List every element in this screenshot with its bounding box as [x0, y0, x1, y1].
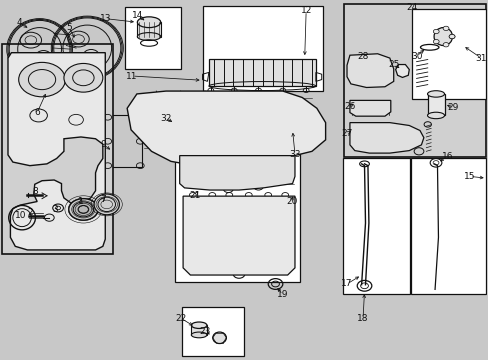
Text: 5: 5	[66, 23, 72, 32]
Text: 13: 13	[100, 14, 111, 23]
Circle shape	[432, 40, 438, 44]
Text: 12: 12	[300, 6, 311, 15]
Text: 27: 27	[341, 129, 352, 138]
Ellipse shape	[137, 17, 161, 28]
Text: 26: 26	[344, 102, 355, 111]
Bar	[343, 4, 485, 157]
Text: 24: 24	[405, 3, 416, 12]
Circle shape	[448, 35, 454, 39]
Polygon shape	[349, 123, 423, 153]
Text: 16: 16	[441, 152, 452, 161]
Ellipse shape	[427, 91, 444, 97]
Bar	[182, 307, 244, 356]
Bar	[427, 94, 444, 116]
Text: 33: 33	[288, 150, 300, 159]
Polygon shape	[8, 53, 105, 250]
Bar	[208, 59, 315, 86]
Polygon shape	[127, 91, 325, 166]
Circle shape	[19, 62, 65, 97]
Text: 30: 30	[410, 52, 422, 61]
Text: 2: 2	[27, 208, 33, 217]
Text: 20: 20	[285, 197, 297, 206]
Text: 25: 25	[387, 60, 399, 69]
Text: 11: 11	[126, 72, 138, 81]
Circle shape	[351, 131, 368, 144]
Ellipse shape	[212, 332, 226, 343]
Bar	[137, 22, 161, 37]
Circle shape	[64, 63, 102, 92]
Text: 23: 23	[199, 327, 210, 336]
Ellipse shape	[69, 199, 98, 220]
Ellipse shape	[427, 112, 444, 119]
Bar	[410, 158, 485, 294]
Bar	[411, 9, 485, 99]
Text: 4: 4	[16, 18, 22, 27]
Circle shape	[377, 137, 391, 147]
Text: 22: 22	[175, 314, 186, 323]
Ellipse shape	[433, 28, 451, 45]
Text: 8: 8	[33, 187, 39, 196]
Circle shape	[442, 42, 448, 47]
Text: 6: 6	[34, 108, 40, 117]
Text: 10: 10	[15, 211, 27, 220]
Ellipse shape	[137, 33, 161, 41]
Text: 29: 29	[447, 103, 458, 112]
Text: 28: 28	[357, 52, 368, 61]
Text: 21: 21	[189, 190, 201, 199]
Bar	[191, 325, 206, 335]
Bar	[175, 144, 299, 282]
Text: 18: 18	[357, 314, 368, 323]
Text: 7: 7	[100, 195, 105, 204]
Bar	[1, 44, 112, 253]
Ellipse shape	[191, 332, 206, 338]
Bar	[202, 6, 323, 91]
Circle shape	[448, 35, 454, 39]
Polygon shape	[395, 64, 408, 77]
Polygon shape	[349, 100, 390, 116]
Ellipse shape	[288, 128, 307, 145]
Polygon shape	[183, 196, 294, 275]
Text: 15: 15	[464, 172, 475, 181]
Circle shape	[432, 30, 438, 33]
Text: 3: 3	[52, 205, 58, 214]
Polygon shape	[346, 54, 393, 87]
Bar	[105, 116, 142, 167]
Text: 32: 32	[160, 114, 171, 123]
Text: 31: 31	[474, 54, 486, 63]
Ellipse shape	[94, 194, 119, 215]
Polygon shape	[179, 156, 294, 190]
Circle shape	[442, 26, 448, 31]
Text: 1: 1	[78, 197, 83, 206]
Text: 19: 19	[277, 290, 288, 299]
Text: 14: 14	[132, 10, 143, 19]
Text: 17: 17	[341, 279, 352, 288]
Ellipse shape	[191, 322, 206, 328]
Bar	[343, 158, 409, 294]
Text: 9: 9	[100, 140, 105, 149]
Bar	[124, 7, 180, 69]
Ellipse shape	[73, 202, 93, 217]
Circle shape	[401, 132, 416, 143]
